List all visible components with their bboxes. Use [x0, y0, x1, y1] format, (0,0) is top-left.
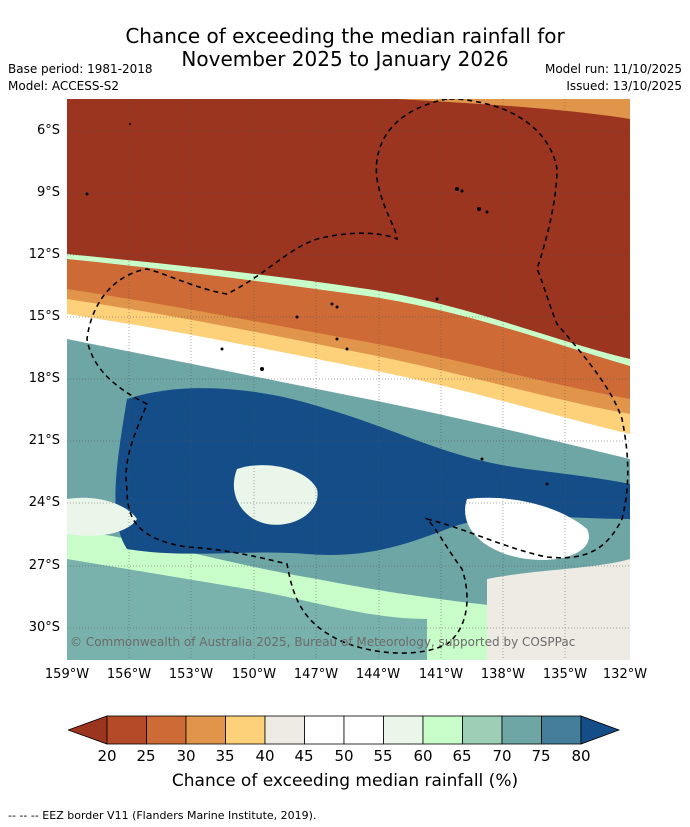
lat-label: 12°S	[28, 247, 60, 262]
lon-label: 153°W	[168, 667, 214, 682]
eez-border	[86, 99, 629, 654]
rainfall-map	[67, 99, 630, 660]
lon-label: 159°W	[44, 667, 90, 682]
band-20-dry	[67, 99, 630, 359]
band-lower	[67, 559, 427, 660]
base-period: Base period: 1981-2018	[8, 62, 153, 76]
colorbar-arrow-low	[68, 715, 108, 745]
colorbar-segment	[304, 715, 345, 745]
colorbar-tick: 45	[294, 747, 314, 765]
colorbar-segment	[501, 715, 542, 745]
lat-label: 21°S	[28, 433, 60, 448]
lon-label: 141°W	[418, 667, 464, 682]
issued-date: Issued: 13/10/2025	[566, 79, 682, 93]
lat-label: 30°S	[28, 620, 60, 635]
colorbar-tick: 65	[452, 747, 472, 765]
patch-50	[465, 497, 589, 560]
colorbar	[68, 715, 621, 745]
colorbar-segment	[422, 715, 463, 745]
patch-west	[67, 497, 137, 536]
map-gridlines	[67, 99, 630, 660]
colorbar-tick: 55	[373, 747, 393, 765]
map-svg	[67, 99, 630, 660]
model-name: Model: ACCESS-S2	[8, 79, 120, 93]
model-run: Model run: 11/10/2025	[544, 62, 682, 76]
lat-label: 18°S	[28, 371, 60, 386]
eez-footnote: -- -- -- EEZ border V11 (Flanders Marine…	[8, 809, 317, 822]
colorbar-segment	[383, 715, 424, 745]
colorbar-segment	[462, 715, 503, 745]
colorbar-segment	[225, 715, 266, 745]
colorbar-arrow-high	[580, 715, 621, 745]
lat-label: 9°S	[36, 185, 60, 200]
colorbar-segment	[264, 715, 305, 745]
copyright-notice: © Commonwealth of Australia 2025, Bureau…	[70, 635, 576, 649]
northeast-edge	[397, 99, 630, 119]
colorbar-tick: 40	[255, 747, 275, 765]
lon-label: 147°W	[293, 667, 339, 682]
lat-label: 6°S	[36, 123, 60, 138]
colorbar-tick: 60	[413, 747, 433, 765]
lat-label: 27°S	[28, 558, 60, 573]
patch-southeast	[487, 559, 630, 660]
colorbar-segment	[185, 715, 226, 745]
band-25	[67, 259, 630, 399]
colorbar-segment	[106, 715, 147, 745]
colorbar-tick: 35	[215, 747, 235, 765]
colorbar-segment	[343, 715, 384, 745]
lon-label: 132°W	[602, 667, 648, 682]
colorbar-title: Chance of exceeding median rainfall (%)	[171, 771, 519, 791]
patch-55	[233, 465, 318, 525]
lon-label: 144°W	[355, 667, 401, 682]
colorbar-tick: 50	[334, 747, 354, 765]
title-line-1: Chance of exceeding the median rainfall …	[125, 24, 565, 48]
lon-label: 150°W	[231, 667, 277, 682]
colorbar-segment	[541, 715, 582, 745]
colorbar-tick: 25	[136, 747, 156, 765]
colorbar-tick: 70	[492, 747, 512, 765]
islands	[85, 123, 549, 486]
colorbar-tick: 30	[176, 747, 196, 765]
lat-label: 24°S	[28, 495, 60, 510]
colorbar-tick: 75	[531, 747, 551, 765]
colorbar-tick: 80	[571, 747, 591, 765]
lat-label: 15°S	[28, 309, 60, 324]
lon-label: 138°W	[480, 667, 526, 682]
colorbar-segment	[146, 715, 187, 745]
colorbar-tick: 20	[97, 747, 117, 765]
title-line-2: November 2025 to January 2026	[181, 47, 509, 71]
lon-label: 156°W	[106, 667, 152, 682]
lon-label: 135°W	[542, 667, 588, 682]
